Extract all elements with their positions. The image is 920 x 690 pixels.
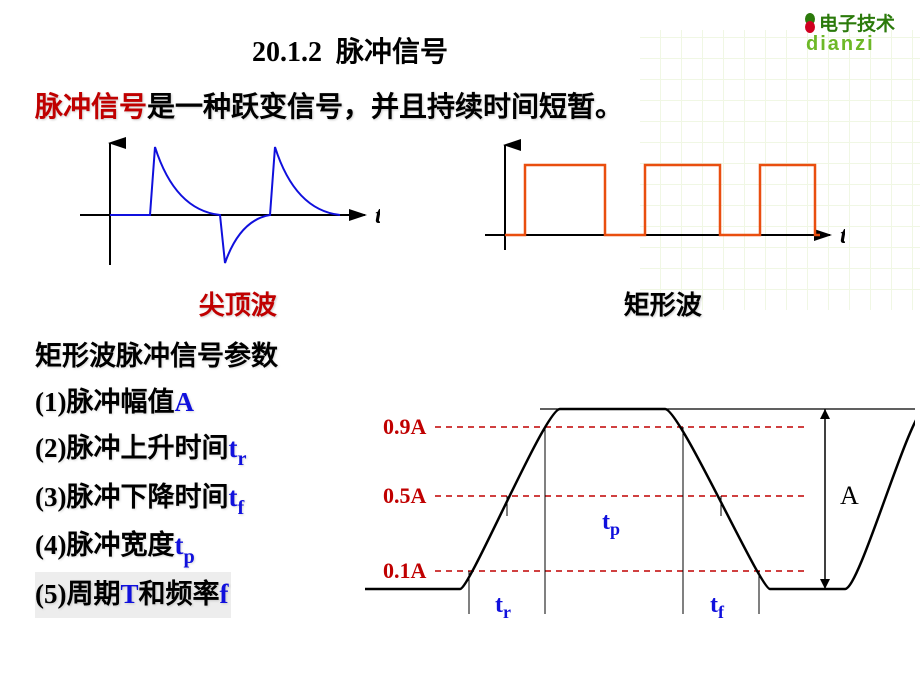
- spike-wave-chart: t 尖顶波: [60, 135, 415, 322]
- params-heading: 矩形波脉冲信号参数: [35, 334, 365, 380]
- params-section: 矩形波脉冲信号参数 (1)脉冲幅值A(2)脉冲上升时间tr(3)脉冲下降时间tf…: [35, 334, 880, 629]
- param-item: (2)脉冲上升时间tr: [35, 426, 365, 475]
- svg-text:0.1A: 0.1A: [383, 558, 427, 583]
- square-wave-label: 矩形波: [435, 285, 890, 322]
- svg-text:0.9A: 0.9A: [383, 414, 427, 439]
- logo-text-cn: 电子技术: [819, 14, 895, 35]
- slide-content: 20.1.2 脉冲信号 脉冲信号是一种跃变信号，并且持续时间短暂。 t 尖顶波 …: [0, 0, 920, 629]
- waveform-charts: t 尖顶波 t 矩形波: [60, 135, 890, 322]
- logo: 电子技术 dianzi: [803, 8, 895, 54]
- pulse-diagram-svg: 0.9A0.5A0.1AAtrtftp: [365, 374, 915, 624]
- param-item: (5)周期T和频率f: [35, 572, 231, 618]
- spike-wave-label: 尖顶波: [60, 285, 415, 322]
- pulse-timing-diagram: 0.9A0.5A0.1AAtrtftp: [365, 374, 915, 629]
- definition-rest: 是一种跃变信号，并且持续时间短暂。: [147, 92, 623, 123]
- params-list: 矩形波脉冲信号参数 (1)脉冲幅值A(2)脉冲上升时间tr(3)脉冲下降时间tf…: [35, 334, 365, 629]
- capsule-icon: [803, 12, 817, 34]
- square-wave-chart: t 矩形波: [475, 135, 890, 322]
- svg-text:t: t: [375, 203, 380, 229]
- definition-line: 脉冲信号是一种跃变信号，并且持续时间短暂。: [35, 85, 890, 125]
- param-item: (1)脉冲幅值A: [35, 380, 365, 426]
- svg-text:0.5A: 0.5A: [383, 483, 427, 508]
- definition-term: 脉冲信号: [35, 92, 147, 123]
- square-wave-svg: t: [475, 135, 845, 275]
- logo-text-en: dianzi: [806, 33, 875, 55]
- svg-text:t: t: [840, 223, 845, 249]
- svg-text:A: A: [840, 481, 859, 510]
- param-item: (4)脉冲宽度tp: [35, 523, 365, 572]
- param-item: (3)脉冲下降时间tf: [35, 475, 365, 524]
- section-title: 20.1.2 脉冲信号: [0, 30, 920, 70]
- spike-wave-svg: t: [60, 135, 380, 275]
